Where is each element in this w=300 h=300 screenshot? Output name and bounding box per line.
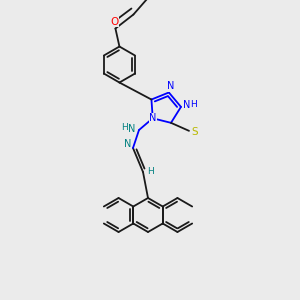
- Text: N: N: [183, 100, 190, 110]
- Text: H: H: [148, 167, 154, 176]
- Text: H: H: [190, 100, 197, 109]
- Text: N: N: [128, 124, 136, 134]
- Text: N: N: [149, 113, 156, 123]
- Text: O: O: [110, 16, 118, 26]
- Text: S: S: [192, 127, 198, 137]
- Text: H: H: [122, 124, 128, 133]
- Text: N: N: [124, 139, 132, 149]
- Text: N: N: [167, 82, 175, 92]
